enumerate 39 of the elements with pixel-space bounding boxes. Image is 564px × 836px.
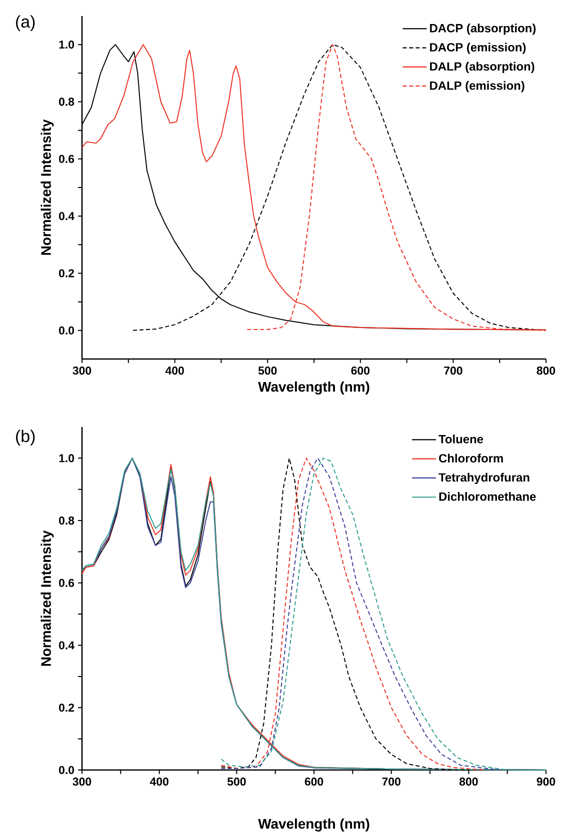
y-tick-label: 0.0: [59, 766, 74, 774]
x-tick-label: 500: [258, 366, 277, 375]
y-axis-title: Normalized Intensity: [40, 530, 54, 666]
chart-title: (a): [16, 15, 35, 32]
legend-label: DACP (absorption): [430, 24, 536, 35]
x-tick-label: 500: [227, 778, 246, 786]
legend-label: Chloroform: [439, 454, 503, 463]
x-tick-label: 700: [382, 778, 400, 786]
chart-title: (b): [16, 430, 35, 446]
x-tick-label: 800: [536, 366, 556, 375]
y-tick-label: 0.8: [59, 98, 74, 106]
y-tick-label: 0.4: [59, 212, 74, 220]
y-tick-label: 1.0: [59, 40, 74, 49]
legend-label: Toluene: [438, 434, 484, 444]
x-tick-label: 400: [165, 366, 184, 375]
x-axis-title: Wavelength (nm): [258, 818, 370, 832]
x-tick-label: 600: [304, 778, 324, 786]
x-axis-title: Wavelength (nm): [258, 381, 370, 395]
x-tick-label: 900: [536, 778, 556, 786]
y-axis-title: Normalized Intensity: [40, 119, 54, 255]
legend-label: Dichloromethane: [439, 492, 536, 501]
x-tick-label: 700: [444, 366, 462, 375]
y-tick-label: 0.2: [59, 269, 74, 278]
legend-label: DACP (emission): [430, 42, 526, 54]
x-tick-label: 300: [72, 778, 92, 786]
legend-label: DALP (absorption): [430, 62, 534, 74]
legend-label: Tetrahydrofuran: [438, 472, 530, 484]
y-tick-label: 0.2: [59, 704, 74, 712]
y-tick-label: 0.6: [59, 578, 74, 587]
y-tick-label: 0.6: [59, 154, 74, 163]
y-tick-label: 0.0: [59, 326, 74, 334]
x-tick-label: 600: [351, 366, 370, 375]
y-tick-label: 0.4: [59, 641, 74, 650]
legend-label: DALP (emission): [430, 81, 524, 92]
x-tick-label: 400: [150, 778, 168, 786]
x-tick-label: 300: [72, 366, 92, 375]
x-tick-label: 800: [459, 778, 478, 786]
y-tick-label: 0.8: [59, 516, 74, 525]
y-tick-label: 1.0: [59, 454, 74, 462]
